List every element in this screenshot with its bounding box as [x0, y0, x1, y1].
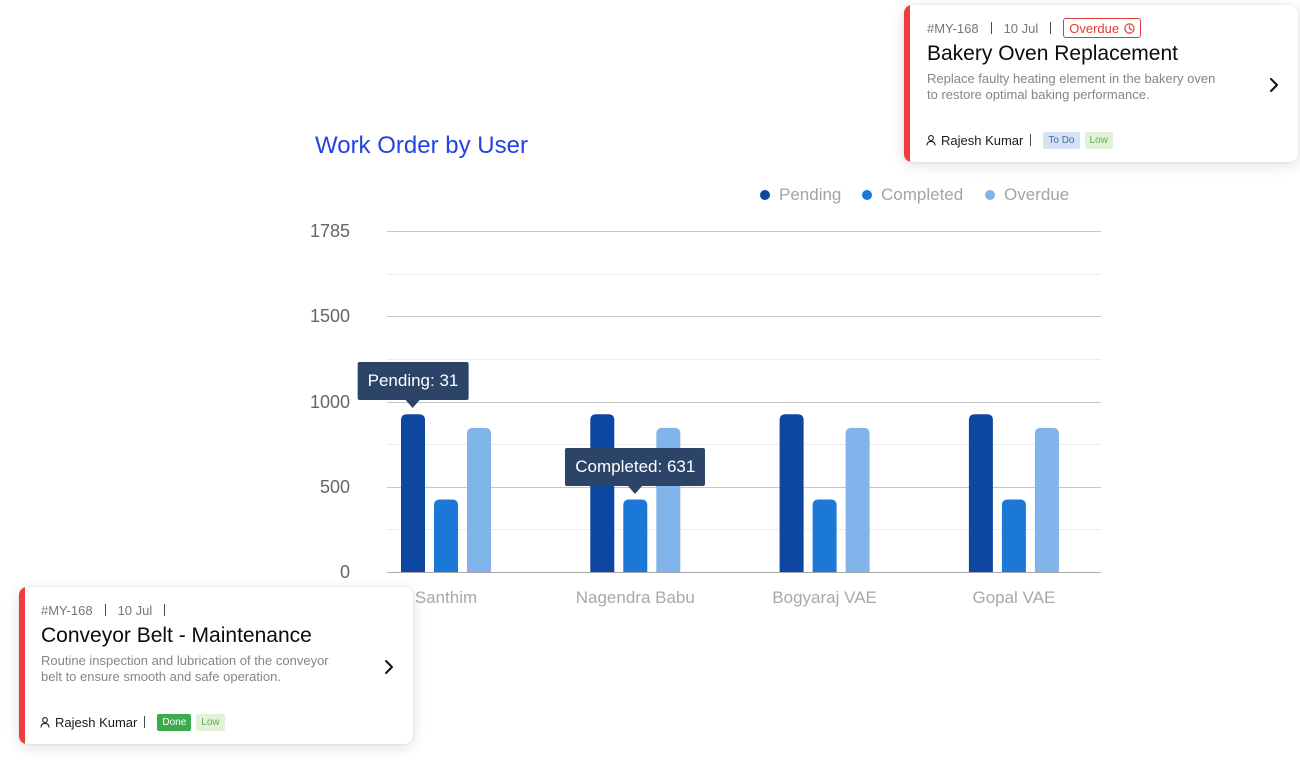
bar-completed-nagendra-babu[interactable] — [623, 499, 648, 572]
x-category-label: Gopal VAE — [972, 588, 1055, 607]
chart-title: Work Order by User — [315, 132, 528, 159]
card-footer: Rajesh Kumar Done Low — [40, 712, 230, 732]
legend-label-pending: Pending — [779, 185, 842, 204]
chevron-right-icon — [1270, 78, 1278, 92]
work-order-description: Replace faulty heating element in the ba… — [927, 71, 1215, 103]
card-meta: #MY-168 10 Jul — [41, 600, 177, 620]
legend-label-completed: Completed — [881, 185, 964, 204]
overdue-badge-label: Overdue — [1069, 20, 1120, 36]
work-order-card-bakery-oven[interactable]: #MY-168 10 Jul Overdue Bakery Oven Repla… — [904, 5, 1298, 162]
legend-dot-overdue — [985, 190, 995, 200]
bar-completed-santhim[interactable] — [434, 499, 458, 572]
meta-divider — [164, 604, 166, 616]
work-order-description: Routine inspection and lubrication of th… — [41, 653, 329, 685]
bar-completed-bogyaraj-vae[interactable] — [812, 499, 837, 572]
card-accent-bar — [19, 587, 25, 744]
priority-badge-low: Low — [196, 713, 225, 731]
y-tick-label: 0 — [340, 562, 350, 582]
work-order-code: #MY-168 — [927, 20, 979, 36]
x-category-label: Bogyaraj VAE — [772, 588, 877, 607]
person-icon — [40, 716, 50, 728]
work-order-date: 10 Jul — [1003, 20, 1039, 36]
bar-overdue-bogyaraj-vae[interactable] — [845, 427, 870, 572]
bar-pending-bogyaraj-vae[interactable] — [779, 414, 804, 572]
legend-dot-completed — [862, 190, 872, 200]
open-work-order-button[interactable] — [1267, 76, 1281, 94]
meta-divider — [1050, 22, 1052, 34]
card-footer: Rajesh Kumar To Do Low — [926, 130, 1118, 150]
open-work-order-button[interactable] — [382, 658, 396, 676]
assignee-name: Rajesh Kumar — [941, 132, 1024, 148]
bar-completed-gopal-vae[interactable] — [1001, 499, 1026, 572]
legend-label-overdue: Overdue — [1004, 185, 1070, 204]
meta-divider — [990, 22, 992, 34]
stage-badge-todo: To Do — [1043, 131, 1080, 149]
clock-icon — [1124, 22, 1135, 34]
description-line: Routine inspection and lubrication of th… — [41, 653, 329, 668]
work-order-card-conveyor-belt[interactable]: #MY-168 10 Jul Conveyor Belt - Maintenan… — [19, 587, 413, 744]
bar-overdue-nagendra-babu[interactable] — [656, 427, 681, 572]
meta-divider — [104, 604, 106, 616]
bar-pending-santhim[interactable] — [401, 414, 425, 572]
chevron-right-icon — [385, 660, 393, 674]
description-line: Replace faulty heating element in the ba… — [927, 71, 1216, 86]
priority-badge-low: Low — [1084, 131, 1113, 149]
card-meta: #MY-168 10 Jul Overdue — [927, 18, 1142, 38]
description-line: to restore optimal baking performance. — [927, 87, 1150, 102]
bar-overdue-gopal-vae[interactable] — [1034, 427, 1059, 572]
legend-item-completed[interactable]: Completed — [862, 185, 963, 205]
assignee-name: Rajesh Kumar — [55, 714, 138, 730]
bar-pending-gopal-vae[interactable] — [968, 414, 993, 572]
legend-item-pending[interactable]: Pending — [760, 185, 841, 205]
description-line: belt to ensure smooth and safe operation… — [41, 669, 281, 684]
card-accent-bar — [904, 5, 910, 162]
y-tick-label: 1785 — [310, 221, 350, 241]
x-category-label: Santhim — [415, 588, 477, 607]
y-tick-label: 500 — [320, 477, 350, 497]
work-order-date: 10 Jul — [117, 602, 153, 618]
legend-dot-pending — [760, 190, 770, 200]
legend-item-overdue[interactable]: Overdue — [985, 185, 1069, 205]
person-icon — [926, 134, 936, 146]
stage-badge-done: Done — [157, 713, 192, 731]
work-order-code: #MY-168 — [41, 602, 93, 618]
bar-pending-nagendra-babu[interactable] — [590, 414, 615, 572]
work-order-title: Conveyor Belt - Maintenance — [41, 624, 312, 647]
overdue-badge: Overdue — [1063, 18, 1142, 38]
footer-divider — [144, 716, 146, 728]
y-tick-label: 1500 — [310, 306, 350, 326]
bar-overdue-santhim[interactable] — [467, 427, 491, 572]
work-order-title: Bakery Oven Replacement — [927, 42, 1178, 65]
x-category-label: Nagendra Babu — [576, 588, 695, 607]
footer-divider — [1030, 134, 1032, 146]
y-tick-label: 1000 — [310, 392, 350, 412]
